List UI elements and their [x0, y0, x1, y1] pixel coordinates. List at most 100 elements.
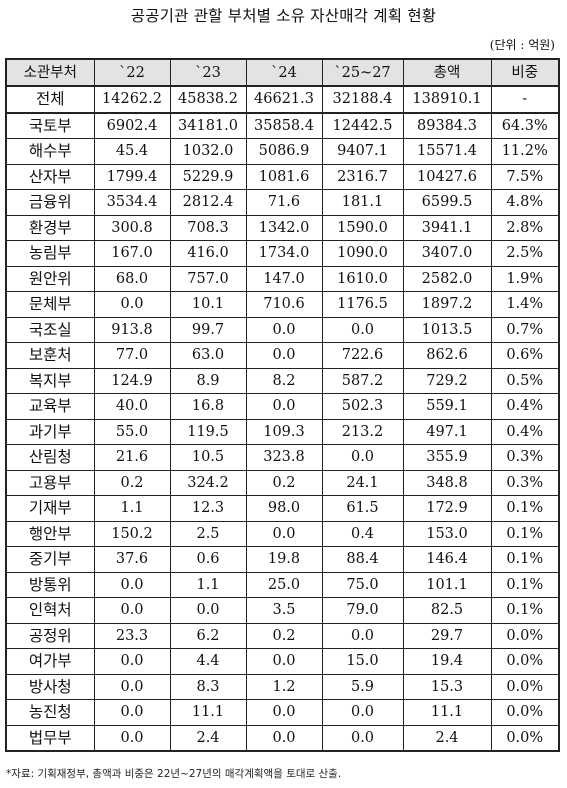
- y23-cell: 0.6: [169, 546, 247, 573]
- table-row: 복지부 124.9 8.9 8.2 587.2 729.2 0.5%: [5, 367, 560, 394]
- share-cell: 0.1%: [490, 546, 560, 573]
- dept-cell: 여가부: [5, 648, 95, 675]
- share-cell: 0.0%: [490, 673, 560, 700]
- share-cell: -: [490, 85, 560, 114]
- y23-cell: 16.8: [169, 393, 247, 420]
- unit-label: (단위 : 억원): [489, 38, 555, 52]
- share-cell: 0.4%: [490, 393, 560, 420]
- y25-27-cell: 502.3: [321, 393, 404, 420]
- share-cell: 0.0%: [490, 699, 560, 726]
- share-cell: 64.3%: [490, 112, 560, 139]
- y24-cell: 0.0: [245, 316, 323, 343]
- y22-cell: 37.6: [93, 546, 171, 573]
- share-cell: 0.1%: [490, 597, 560, 624]
- table-row: 기재부 1.1 12.3 98.0 61.5 172.9 0.1%: [5, 495, 560, 522]
- share-cell: 0.1%: [490, 571, 560, 598]
- y24-cell: 147.0: [245, 265, 323, 292]
- table-row: 금융위 3534.4 2812.4 71.6 181.1 6599.5 4.8%: [5, 189, 560, 216]
- total-cell: 19.4: [402, 648, 492, 675]
- y24-cell: 0.0: [245, 342, 323, 369]
- y23-cell: 324.2: [169, 469, 247, 496]
- dept-cell: 법무부: [5, 724, 95, 752]
- document-title: 공공기관 관할 부처별 소유 자산매각 계획 현황: [130, 7, 437, 25]
- total-cell: 6599.5: [402, 189, 492, 216]
- y23-cell: 63.0: [169, 342, 247, 369]
- y23-cell: 1.1: [169, 571, 247, 598]
- y25-27-cell: 12442.5: [321, 112, 404, 139]
- total-cell: 15571.4: [402, 138, 492, 165]
- y24-cell: 19.8: [245, 546, 323, 573]
- y22-cell: 124.9: [93, 367, 171, 394]
- y25-27-cell: 24.1: [321, 469, 404, 496]
- y22-cell: 3534.4: [93, 189, 171, 216]
- header-y25-27: `25~27: [321, 58, 404, 87]
- share-cell: 0.0%: [490, 622, 560, 649]
- y22-cell: 55.0: [93, 418, 171, 445]
- y23-cell: 99.7: [169, 316, 247, 343]
- share-cell: 7.5%: [490, 163, 560, 190]
- y23-cell: 416.0: [169, 240, 247, 267]
- y23-cell: 34181.0: [169, 112, 247, 139]
- table-row: 문체부 0.0 10.1 710.6 1176.5 1897.2 1.4%: [5, 291, 560, 318]
- y23-cell: 1032.0: [169, 138, 247, 165]
- y25-27-cell: 0.0: [321, 724, 404, 752]
- table-row: 원안위 68.0 757.0 147.0 1610.0 2582.0 1.9%: [5, 265, 560, 292]
- table-row: 인혁처 0.0 0.0 3.5 79.0 82.5 0.1%: [5, 597, 560, 624]
- y23-cell: 8.9: [169, 367, 247, 394]
- dept-cell: 농림부: [5, 240, 95, 267]
- dept-cell: 행안부: [5, 520, 95, 547]
- table-row: 전체 14262.2 45838.2 46621.3 32188.4 138910.1-: [5, 85, 560, 114]
- asset-sale-table: 소관부처 `22 `23 `24 `25~27 총액 비중 전체 14262.2 4…: [5, 58, 560, 752]
- table-row: 국조실 913.8 99.7 0.0 0.0 1013.5 0.7%: [5, 316, 560, 343]
- table-row: 국토부 6902.4 34181.0 35858.4 12442.5 89384.3 64.…: [5, 112, 560, 139]
- dept-cell: 방통위: [5, 571, 95, 598]
- y24-cell: 0.2: [245, 622, 323, 649]
- table-row: 방사청 0.0 8.3 1.2 5.9 15.3 0.0%: [5, 673, 560, 700]
- y22-cell: 1.1: [93, 495, 171, 522]
- table-row: 환경부 300.8 708.3 1342.0 1590.0 3941.1 2.8%: [5, 214, 560, 241]
- y24-cell: 1342.0: [245, 214, 323, 241]
- share-cell: 0.6%: [490, 342, 560, 369]
- dept-cell: 방사청: [5, 673, 95, 700]
- y22-cell: 68.0: [93, 265, 171, 292]
- y24-cell: 1.2: [245, 673, 323, 700]
- dept-cell: 교육부: [5, 393, 95, 420]
- total-cell: 3407.0: [402, 240, 492, 267]
- total-cell: 355.9: [402, 444, 492, 471]
- y22-cell: 23.3: [93, 622, 171, 649]
- dept-cell: 해수부: [5, 138, 95, 165]
- table-row: 방통위 0.0 1.1 25.0 75.0 101.1 0.1%: [5, 571, 560, 598]
- table-row: 중기부 37.6 0.6 19.8 88.4 146.4 0.1%: [5, 546, 560, 573]
- y23-cell: 708.3: [169, 214, 247, 241]
- table-row: 과기부 55.0 119.5 109.3 213.2 497.1 0.4%: [5, 418, 560, 445]
- dept-cell: 과기부: [5, 418, 95, 445]
- y25-27-cell: 9407.1: [321, 138, 404, 165]
- total-cell: 2582.0: [402, 265, 492, 292]
- total-cell: 82.5: [402, 597, 492, 624]
- y22-cell: 167.0: [93, 240, 171, 267]
- total-cell: 729.2: [402, 367, 492, 394]
- dept-cell: 국조실: [5, 316, 95, 343]
- y22-cell: 40.0: [93, 393, 171, 420]
- y24-cell: 0.0: [245, 724, 323, 752]
- share-cell: 0.4%: [490, 418, 560, 445]
- total-cell: 559.1: [402, 393, 492, 420]
- table-row: 산자부 1799.4 5229.9 1081.6 2316.7 10427.6 7.5%: [5, 163, 560, 190]
- y25-27-cell: 0.0: [321, 622, 404, 649]
- y25-27-cell: 1590.0: [321, 214, 404, 241]
- y24-cell: 8.2: [245, 367, 323, 394]
- y22-cell: 150.2: [93, 520, 171, 547]
- share-cell: 0.1%: [490, 520, 560, 547]
- share-cell: 0.3%: [490, 444, 560, 471]
- y23-cell: 0.0: [169, 597, 247, 624]
- y23-cell: 10.5: [169, 444, 247, 471]
- dept-cell: 보훈처: [5, 342, 95, 369]
- y24-cell: 0.0: [245, 699, 323, 726]
- dept-cell: 산림청: [5, 444, 95, 471]
- y23-cell: 45838.2: [169, 85, 247, 114]
- y22-cell: 1799.4: [93, 163, 171, 190]
- y23-cell: 2.4: [169, 724, 247, 752]
- y22-cell: 300.8: [93, 214, 171, 241]
- total-cell: 89384.3: [402, 112, 492, 139]
- total-cell: 101.1: [402, 571, 492, 598]
